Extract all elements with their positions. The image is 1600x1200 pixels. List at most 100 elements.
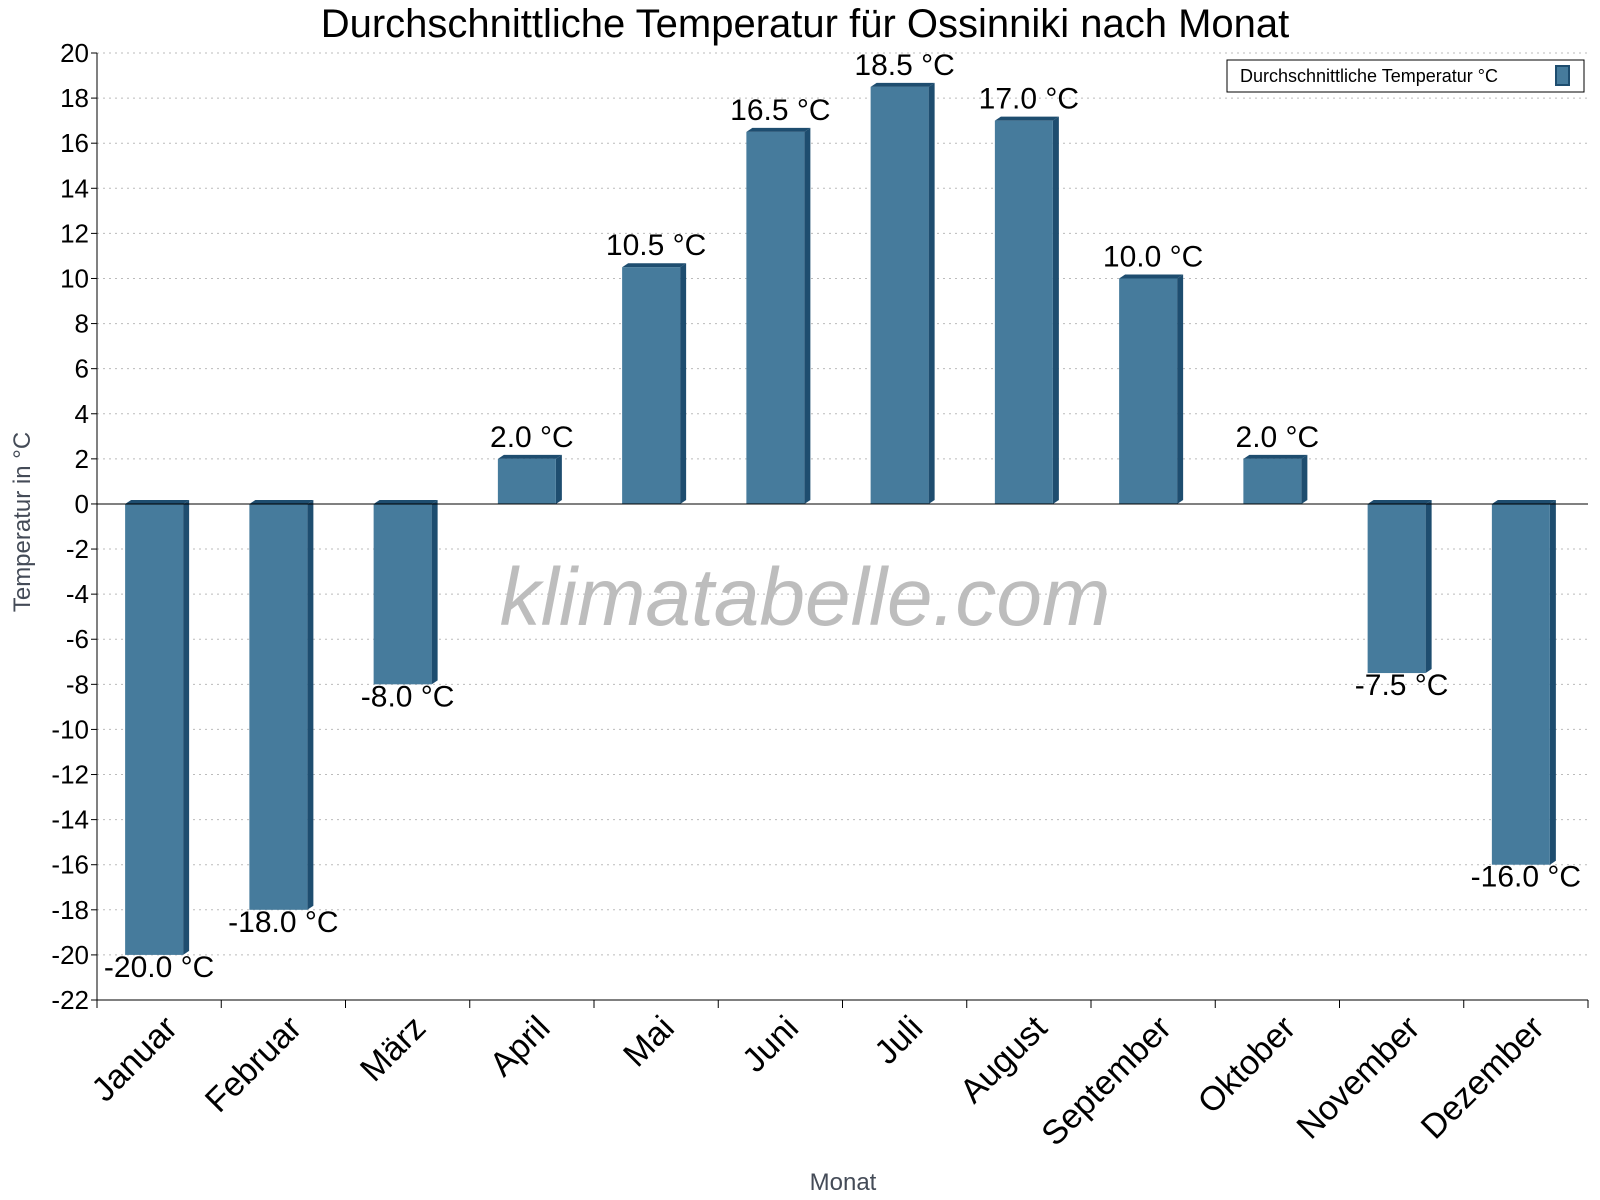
bar-top: [1119, 274, 1184, 279]
bar: [1243, 454, 1308, 504]
data-labels: -20.0 °C -18.0 °C -8.0 °C 2.0 °C 10.5 °C 16.5…: [104, 49, 1581, 984]
bar-face: [746, 131, 805, 504]
bar-face: [1491, 503, 1550, 865]
y-tick-label: -20: [51, 940, 89, 970]
legend: Durchschnittliche Temperatur °C: [1226, 59, 1585, 93]
y-tick-label: -18: [51, 895, 89, 925]
bar-top: [870, 82, 935, 87]
bar-side: [431, 499, 438, 685]
y-tick-label: 8: [75, 309, 89, 339]
bar-face: [1243, 458, 1302, 504]
x-tick-label: Januar: [84, 1009, 184, 1109]
bar-side: [1549, 499, 1556, 865]
bar-face: [870, 86, 929, 504]
y-tick-label: -6: [66, 624, 89, 654]
bar-face: [373, 503, 432, 685]
y-tick-label: -22: [51, 985, 89, 1015]
y-tick-label: -4: [66, 579, 89, 609]
x-tick-label: Dezember: [1414, 1009, 1552, 1147]
watermark: klimatabelle.com: [500, 552, 1111, 643]
bars: [125, 82, 1556, 955]
y-axis-title: Temperatur in °C: [9, 432, 36, 612]
chart-title: Durchschnittliche Temperatur für Ossinni…: [321, 2, 1290, 46]
data-label: 10.5 °C: [606, 229, 706, 262]
x-tick-label: Juli: [867, 1009, 930, 1072]
bar-side: [804, 127, 811, 504]
y-tick-label: -16: [51, 850, 89, 880]
data-label: 17.0 °C: [979, 83, 1079, 116]
bar-side: [1177, 274, 1184, 504]
data-label: -16.0 °C: [1471, 861, 1581, 894]
bar-face: [622, 267, 681, 504]
bar-side: [680, 263, 687, 504]
data-label: 16.5 °C: [730, 94, 830, 127]
x-tick-label: November: [1290, 1009, 1428, 1147]
bar-top: [1243, 454, 1308, 459]
bar-top: [994, 116, 1059, 121]
x-tick-label: Oktober: [1191, 1009, 1303, 1121]
bar-top: [373, 499, 438, 504]
bar-top: [746, 127, 811, 132]
x-tick-label: April: [483, 1009, 558, 1084]
data-label: 18.5 °C: [854, 49, 954, 82]
bar-face: [249, 503, 308, 910]
y-tick-label: 0: [75, 489, 89, 519]
y-tick-label: 16: [60, 128, 89, 158]
x-axis-title: Monat: [810, 1169, 877, 1196]
data-label: -18.0 °C: [228, 906, 338, 939]
y-tick-label: 20: [60, 38, 89, 68]
bar-top: [125, 499, 190, 504]
y-tick-label: -14: [51, 805, 89, 835]
bar-face: [1367, 503, 1426, 674]
x-tick-label: März: [353, 1009, 433, 1089]
bar: [622, 263, 687, 504]
bar: [994, 116, 1059, 504]
bar-top: [622, 263, 687, 268]
bar-side: [307, 499, 314, 910]
bar-top: [497, 454, 562, 459]
legend-label: Durchschnittliche Temperatur °C: [1240, 66, 1498, 86]
bar: [497, 454, 562, 504]
bar-side: [928, 82, 935, 504]
bar: [1491, 499, 1556, 865]
y-tick-label: 6: [75, 354, 89, 384]
bar-top: [1491, 499, 1556, 504]
y-tick-label: 18: [60, 83, 89, 113]
y-tick-label: 12: [60, 218, 89, 248]
bar: [125, 499, 190, 955]
y-tick-label: 2: [75, 444, 89, 474]
bar: [373, 499, 438, 685]
bar: [870, 82, 935, 504]
bar-side: [1301, 454, 1308, 504]
bar-face: [125, 503, 184, 955]
data-label: 2.0 °C: [1236, 421, 1320, 454]
legend-box: [1226, 59, 1585, 93]
y-tick-label: -8: [66, 669, 89, 699]
y-tick-label: 10: [60, 263, 89, 293]
bar-side: [555, 454, 562, 504]
bar-face: [1119, 278, 1178, 504]
y-tick-label: 14: [60, 173, 89, 203]
x-tick-label: August: [953, 1008, 1055, 1110]
bar-side: [1052, 116, 1059, 504]
x-tick-label: Mai: [616, 1009, 682, 1075]
bar: [1119, 274, 1184, 504]
y-tick-label: 4: [75, 399, 89, 429]
bar-top: [249, 499, 314, 504]
grid: [97, 52, 1588, 1001]
bar: [746, 127, 811, 504]
bar-top: [1367, 499, 1432, 504]
x-tick-label: September: [1034, 1009, 1178, 1153]
data-label: -8.0 °C: [361, 680, 455, 713]
bar-side: [183, 499, 190, 955]
y-tick-label: -10: [51, 714, 89, 744]
data-label: 10.0 °C: [1103, 240, 1203, 273]
data-label: 2.0 °C: [490, 421, 574, 454]
y-tick-label: -12: [51, 760, 89, 790]
x-axis-ticks: Januar Februar März April Mai Juni Juli AugustS…: [84, 1000, 1589, 1153]
bar: [249, 499, 314, 910]
bar-face: [497, 458, 556, 504]
y-axis-ticks: 20181614121086420-2-4-6-8-10-12-14-16-18…: [51, 38, 97, 1015]
x-tick-label: Februar: [198, 1009, 309, 1120]
